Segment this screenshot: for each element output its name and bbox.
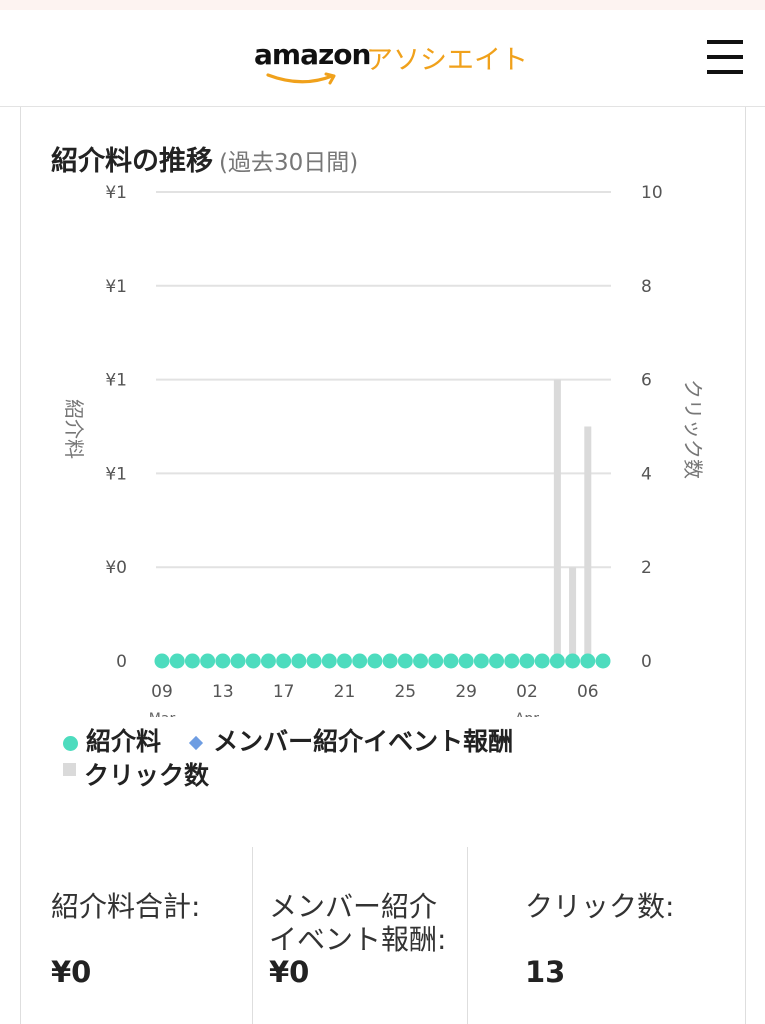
fee-point: [382, 653, 398, 669]
legend-item-clicks[interactable]: クリック数: [63, 756, 209, 792]
legend-item-member-rewards[interactable]: メンバー紹介イベント報酬: [188, 722, 513, 758]
fee-point: [352, 653, 368, 669]
y-right-tick-label: 0: [641, 652, 652, 672]
y-left-tick-label: ¥1: [105, 464, 127, 484]
fee-point: [230, 653, 246, 669]
amazon-smile-icon: [266, 72, 336, 85]
card-title: 紹介料の推移 (過去30日間): [51, 139, 358, 178]
legend-label-member-rewards: メンバー紹介イベント報酬: [213, 727, 514, 756]
x-tick-label: 06: [577, 682, 599, 702]
y-left-tick-label: ¥1: [105, 183, 127, 203]
earnings-chart-card: 紹介料の推移 (過去30日間) ¥1 10 ¥1 8 ¥1 6 ¥1 4 ¥0 2 0 0 紹介料 クリック…: [20, 107, 746, 848]
stat-label-clicks: クリック数:: [525, 890, 675, 923]
top-strip: [0, 0, 765, 10]
fee-point: [306, 653, 322, 669]
x-tick-label: 02: [516, 682, 538, 702]
summary-stats: 紹介料合計: ¥0 メンバー紹介 イベント報酬: ¥0 クリック数: 13: [20, 847, 746, 1024]
stat-member-rewards: メンバー紹介 イベント報酬: ¥0: [252, 847, 467, 1024]
x-month-label: Apr: [515, 711, 539, 717]
y-right-tick-label: 2: [641, 558, 652, 578]
click-bar: [584, 426, 592, 661]
x-tick-label: 21: [334, 682, 356, 702]
x-month-label: Mar: [149, 711, 176, 717]
click-bar: [569, 567, 577, 661]
logo-wordmark: amazon: [254, 38, 371, 71]
fee-point: [428, 653, 444, 669]
fee-point: [565, 653, 581, 669]
click-bar: [553, 379, 561, 661]
fee-point: [504, 653, 520, 669]
fee-point: [336, 653, 352, 669]
fee-point: [154, 653, 170, 669]
x-tick-label: 25: [394, 682, 416, 702]
fee-point: [458, 653, 474, 669]
stat-clicks: クリック数: 13: [467, 847, 745, 1024]
x-tick-label: 09: [151, 682, 173, 702]
y-right-tick-label: 4: [641, 464, 652, 484]
chart-subtitle: (過去30日間): [219, 150, 359, 176]
y-right-axis-label: クリック数: [681, 379, 705, 479]
fee-point: [473, 653, 489, 669]
y-left-axis-label: 紹介料: [62, 399, 86, 459]
legend-label-clicks: クリック数: [84, 761, 210, 790]
fee-point: [534, 653, 550, 669]
hamburger-menu-icon[interactable]: [707, 40, 743, 74]
fee-point: [245, 653, 261, 669]
chart-legend: 紹介料 メンバー紹介イベント報酬 クリック数: [63, 722, 723, 790]
x-tick-label: 29: [455, 682, 477, 702]
fee-point: [215, 653, 231, 669]
y-right-tick-label: 8: [641, 277, 652, 297]
fee-point: [519, 653, 535, 669]
legend-square-icon: [63, 762, 76, 776]
stat-label-member-rewards: メンバー紹介 イベント報酬:: [269, 890, 447, 956]
fee-point: [413, 653, 429, 669]
legend-diamond-icon: [189, 735, 204, 751]
fee-point: [443, 653, 459, 669]
y-left-tick-label: ¥1: [105, 371, 127, 391]
y-left-tick-label: 0: [116, 652, 127, 672]
y-right-tick-label: 10: [641, 183, 663, 203]
stat-value-member-rewards: ¥0: [269, 955, 310, 989]
legend-label-fees: 紹介料: [86, 727, 162, 756]
legend-circle-icon: [63, 735, 78, 751]
stat-value-total-fees: ¥0: [51, 955, 92, 989]
x-tick-label: 13: [212, 682, 234, 702]
x-tick-label: 17: [273, 682, 295, 702]
fee-point: [367, 653, 383, 669]
earnings-chart: ¥1 10 ¥1 8 ¥1 6 ¥1 4 ¥0 2 0 0 紹介料 クリック数 09 13 17 21 25 29 02…: [62, 183, 705, 717]
fee-point: [184, 653, 200, 669]
legend-item-fees[interactable]: 紹介料: [63, 722, 161, 758]
stat-total-fees: 紹介料合計: ¥0: [21, 847, 252, 1024]
fee-point: [595, 653, 611, 669]
fee-point: [200, 653, 216, 669]
fee-point: [260, 653, 276, 669]
fee-point: [321, 653, 337, 669]
fee-point: [291, 653, 307, 669]
y-right-tick-label: 6: [641, 371, 652, 391]
fee-point: [549, 653, 565, 669]
fee-point: [276, 653, 292, 669]
stat-value-clicks: 13: [525, 955, 566, 989]
y-left-tick-label: ¥1: [105, 277, 127, 297]
y-left-tick-label: ¥0: [105, 558, 127, 578]
logo-associates-text: アソシエイト: [366, 45, 528, 76]
fee-point: [169, 653, 185, 669]
fee-point: [580, 653, 596, 669]
fee-point: [397, 653, 413, 669]
fee-point: [489, 653, 505, 669]
chart-title: 紹介料の推移: [51, 146, 213, 177]
stat-label-total-fees: 紹介料合計:: [51, 890, 201, 923]
app-header: amazon アソシエイト: [0, 10, 765, 107]
